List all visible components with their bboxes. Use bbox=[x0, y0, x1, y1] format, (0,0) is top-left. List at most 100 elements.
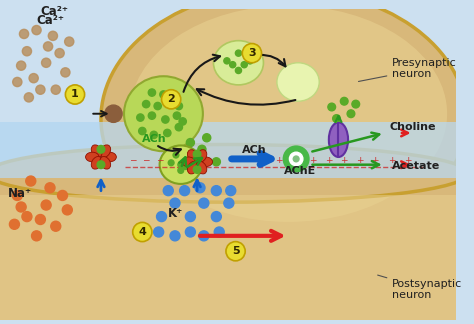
Ellipse shape bbox=[86, 152, 99, 162]
Ellipse shape bbox=[103, 152, 116, 162]
Circle shape bbox=[44, 42, 53, 51]
Text: Acetate: Acetate bbox=[392, 160, 440, 170]
Ellipse shape bbox=[277, 63, 319, 101]
Circle shape bbox=[236, 67, 242, 74]
Text: +: + bbox=[371, 156, 379, 165]
Text: 2: 2 bbox=[167, 94, 175, 104]
Ellipse shape bbox=[100, 145, 110, 157]
Text: +: + bbox=[325, 156, 333, 165]
Circle shape bbox=[188, 158, 193, 164]
Text: −: − bbox=[142, 156, 150, 165]
Circle shape bbox=[22, 47, 32, 56]
Circle shape bbox=[328, 103, 336, 111]
Ellipse shape bbox=[196, 161, 207, 174]
Circle shape bbox=[214, 227, 224, 237]
Text: +: + bbox=[340, 156, 348, 165]
Circle shape bbox=[148, 89, 155, 96]
Circle shape bbox=[340, 98, 348, 105]
Circle shape bbox=[193, 166, 201, 173]
Circle shape bbox=[183, 161, 191, 169]
Circle shape bbox=[154, 227, 164, 237]
Circle shape bbox=[137, 114, 144, 121]
Circle shape bbox=[55, 49, 64, 58]
Ellipse shape bbox=[101, 0, 466, 248]
Text: AChE: AChE bbox=[283, 166, 316, 176]
Circle shape bbox=[173, 152, 179, 158]
Ellipse shape bbox=[213, 40, 264, 85]
Text: ACh: ACh bbox=[242, 145, 267, 155]
Circle shape bbox=[169, 148, 177, 156]
Circle shape bbox=[41, 200, 51, 210]
Text: Postsynaptic
neuron: Postsynaptic neuron bbox=[378, 275, 463, 300]
Circle shape bbox=[148, 112, 155, 119]
Circle shape bbox=[13, 77, 22, 87]
Circle shape bbox=[198, 145, 206, 153]
Circle shape bbox=[160, 91, 167, 98]
Text: +: + bbox=[389, 156, 396, 165]
Circle shape bbox=[22, 212, 32, 222]
Circle shape bbox=[179, 118, 186, 125]
Bar bbox=[0, 178, 456, 320]
Bar bbox=[0, 122, 456, 178]
Circle shape bbox=[199, 231, 209, 241]
Circle shape bbox=[247, 58, 253, 64]
Circle shape bbox=[241, 62, 247, 68]
Text: +: + bbox=[275, 156, 283, 165]
Circle shape bbox=[168, 160, 174, 166]
Circle shape bbox=[97, 145, 105, 153]
Ellipse shape bbox=[91, 156, 102, 169]
Circle shape bbox=[9, 219, 19, 229]
Circle shape bbox=[226, 186, 236, 196]
Text: Presynaptic
neuron: Presynaptic neuron bbox=[358, 58, 457, 81]
Circle shape bbox=[236, 50, 242, 56]
Circle shape bbox=[143, 100, 150, 108]
Ellipse shape bbox=[187, 150, 198, 162]
Circle shape bbox=[333, 115, 340, 122]
Text: Na⁺: Na⁺ bbox=[8, 187, 32, 200]
Circle shape bbox=[45, 183, 55, 193]
Ellipse shape bbox=[130, 6, 447, 222]
Circle shape bbox=[203, 134, 211, 142]
Circle shape bbox=[162, 90, 181, 109]
Circle shape bbox=[224, 198, 234, 208]
Circle shape bbox=[62, 205, 73, 215]
Text: −: − bbox=[156, 156, 164, 165]
Circle shape bbox=[224, 58, 230, 64]
Circle shape bbox=[156, 212, 166, 222]
Ellipse shape bbox=[124, 76, 203, 151]
Circle shape bbox=[105, 105, 122, 122]
Text: +: + bbox=[404, 156, 411, 165]
Circle shape bbox=[32, 231, 42, 241]
Circle shape bbox=[57, 191, 67, 201]
Bar bbox=[0, 195, 456, 320]
Circle shape bbox=[195, 183, 205, 193]
Text: 4: 4 bbox=[138, 227, 146, 237]
Ellipse shape bbox=[160, 145, 202, 184]
Circle shape bbox=[32, 26, 41, 35]
Circle shape bbox=[162, 116, 169, 123]
Circle shape bbox=[19, 29, 28, 39]
Circle shape bbox=[193, 150, 201, 158]
Text: K⁺: K⁺ bbox=[168, 207, 183, 220]
Circle shape bbox=[178, 168, 183, 173]
Circle shape bbox=[226, 242, 245, 261]
Circle shape bbox=[293, 156, 299, 162]
Ellipse shape bbox=[91, 145, 102, 157]
Circle shape bbox=[290, 152, 303, 166]
Ellipse shape bbox=[0, 145, 468, 202]
Circle shape bbox=[178, 162, 183, 168]
Circle shape bbox=[64, 37, 74, 46]
Circle shape bbox=[36, 214, 46, 225]
Circle shape bbox=[173, 112, 181, 119]
Circle shape bbox=[165, 98, 173, 106]
Text: 1: 1 bbox=[71, 89, 79, 99]
Text: Ca²⁺: Ca²⁺ bbox=[36, 14, 64, 27]
Circle shape bbox=[212, 158, 220, 166]
Circle shape bbox=[171, 93, 179, 100]
Circle shape bbox=[182, 164, 189, 169]
Circle shape bbox=[65, 85, 85, 104]
Circle shape bbox=[42, 58, 51, 67]
Text: ACh: ACh bbox=[142, 133, 167, 144]
Circle shape bbox=[175, 123, 182, 131]
Circle shape bbox=[170, 198, 180, 208]
